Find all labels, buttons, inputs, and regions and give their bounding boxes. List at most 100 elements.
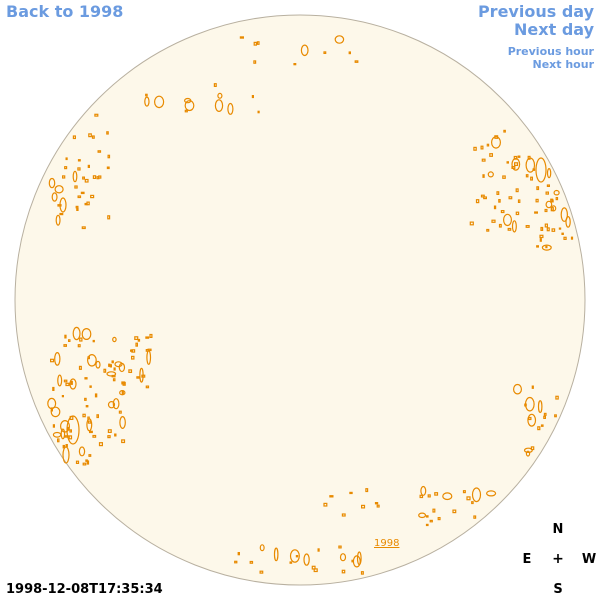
- contour-mark: [511, 166, 516, 170]
- contour-mark: [67, 339, 71, 342]
- contour-mark: [489, 153, 493, 157]
- contour-mark: [253, 41, 257, 46]
- contour-mark: [106, 131, 109, 135]
- contour-mark: [570, 236, 574, 240]
- contour-mark: [92, 339, 95, 343]
- contour-mark: [67, 426, 70, 431]
- contour-mark: [317, 548, 320, 552]
- contour-mark: [295, 554, 299, 558]
- contour-mark: [77, 195, 82, 199]
- contour-mark: [536, 186, 540, 191]
- contour-mark: [86, 460, 90, 465]
- contour-region: [66, 415, 80, 445]
- contour-mark: [79, 337, 83, 342]
- contour-mark: [84, 178, 89, 183]
- contour-mark: [121, 390, 124, 395]
- contour-mark: [546, 184, 551, 187]
- contour-mark: [550, 198, 554, 203]
- contour-mark: [491, 136, 502, 149]
- contour-mark: [128, 369, 133, 373]
- contour-mark: [75, 205, 79, 209]
- contour-mark: [68, 435, 73, 440]
- contour-mark: [365, 488, 369, 493]
- contour-mark: [481, 158, 486, 162]
- contour-mark: [339, 553, 347, 562]
- contour-mark: [469, 221, 474, 226]
- contour-mark: [145, 385, 150, 389]
- contour-mark: [425, 523, 429, 527]
- contour-mark: [341, 569, 346, 574]
- contour-mark: [360, 571, 364, 575]
- compass-north-label: N: [552, 522, 564, 537]
- contour-mark: [442, 492, 453, 501]
- compass-south-label: S: [553, 582, 563, 597]
- contour-mark: [486, 228, 490, 232]
- contour-mark: [524, 403, 527, 407]
- next-day-link[interactable]: Next day: [514, 20, 594, 39]
- contour-mark: [65, 382, 70, 387]
- contour-mark: [87, 416, 90, 420]
- contour-mark: [217, 92, 223, 99]
- contour-mark: [425, 515, 429, 518]
- contour-mark: [64, 166, 68, 170]
- contour-mark: [77, 167, 81, 171]
- contour-mark: [334, 35, 345, 44]
- contour-mark: [323, 502, 328, 507]
- contour-mark: [532, 168, 536, 171]
- contour-mark: [512, 383, 522, 395]
- contour-mark: [539, 234, 544, 239]
- contour-mark: [471, 487, 482, 503]
- contour-mark: [537, 426, 541, 431]
- contour-mark: [106, 371, 117, 377]
- contour-mark: [87, 420, 92, 424]
- contour-mark: [303, 553, 310, 566]
- contour-mark: [486, 490, 497, 497]
- contour-mark: [84, 377, 88, 380]
- contour-mark: [139, 367, 144, 383]
- next-hour-link[interactable]: Next hour: [532, 58, 595, 71]
- contour-mark: [114, 433, 117, 437]
- contour-mark: [184, 109, 188, 113]
- previous-day-link[interactable]: Previous day: [477, 2, 594, 21]
- contour-mark: [418, 512, 427, 519]
- contour-mark: [539, 238, 542, 242]
- contour-mark: [107, 401, 116, 409]
- contour-mark: [530, 176, 534, 181]
- contour-mark: [466, 496, 471, 501]
- contour-mark: [107, 215, 111, 220]
- contour-mark: [56, 438, 60, 443]
- contour-mark: [528, 416, 532, 421]
- year-link[interactable]: 1998: [374, 538, 400, 549]
- contour-mark: [257, 110, 260, 114]
- contour-mark: [531, 385, 534, 389]
- contour-mark: [72, 170, 78, 183]
- contour-mark: [112, 336, 117, 343]
- contour-mark: [137, 338, 141, 342]
- contour-mark: [95, 360, 101, 369]
- contour-mark: [527, 155, 531, 160]
- contour-mark: [348, 51, 352, 55]
- contour-mark: [63, 379, 68, 383]
- contour-mark: [90, 194, 95, 199]
- contour-mark: [558, 227, 562, 230]
- contour-mark: [473, 146, 477, 151]
- contour-region: [59, 197, 67, 213]
- contour-mark: [52, 386, 55, 392]
- previous-hour-link[interactable]: Previous hour: [507, 45, 594, 58]
- contour-mark: [525, 450, 531, 457]
- contour-mark: [54, 185, 64, 194]
- contour-mark: [86, 201, 90, 206]
- contour-mark: [213, 83, 217, 87]
- contour-mark: [259, 570, 264, 574]
- contour-mark: [503, 213, 513, 227]
- contour-mark: [227, 102, 234, 115]
- contour-mark: [540, 424, 544, 427]
- contour-mark: [452, 509, 457, 514]
- contour-mark: [49, 358, 55, 363]
- contour-mark: [65, 157, 68, 161]
- contour-mark: [491, 219, 496, 223]
- contour-mark: [551, 228, 556, 232]
- back-to-year-link[interactable]: Back to 1998: [6, 2, 124, 21]
- contour-mark: [544, 208, 548, 213]
- contour-mark: [543, 412, 547, 416]
